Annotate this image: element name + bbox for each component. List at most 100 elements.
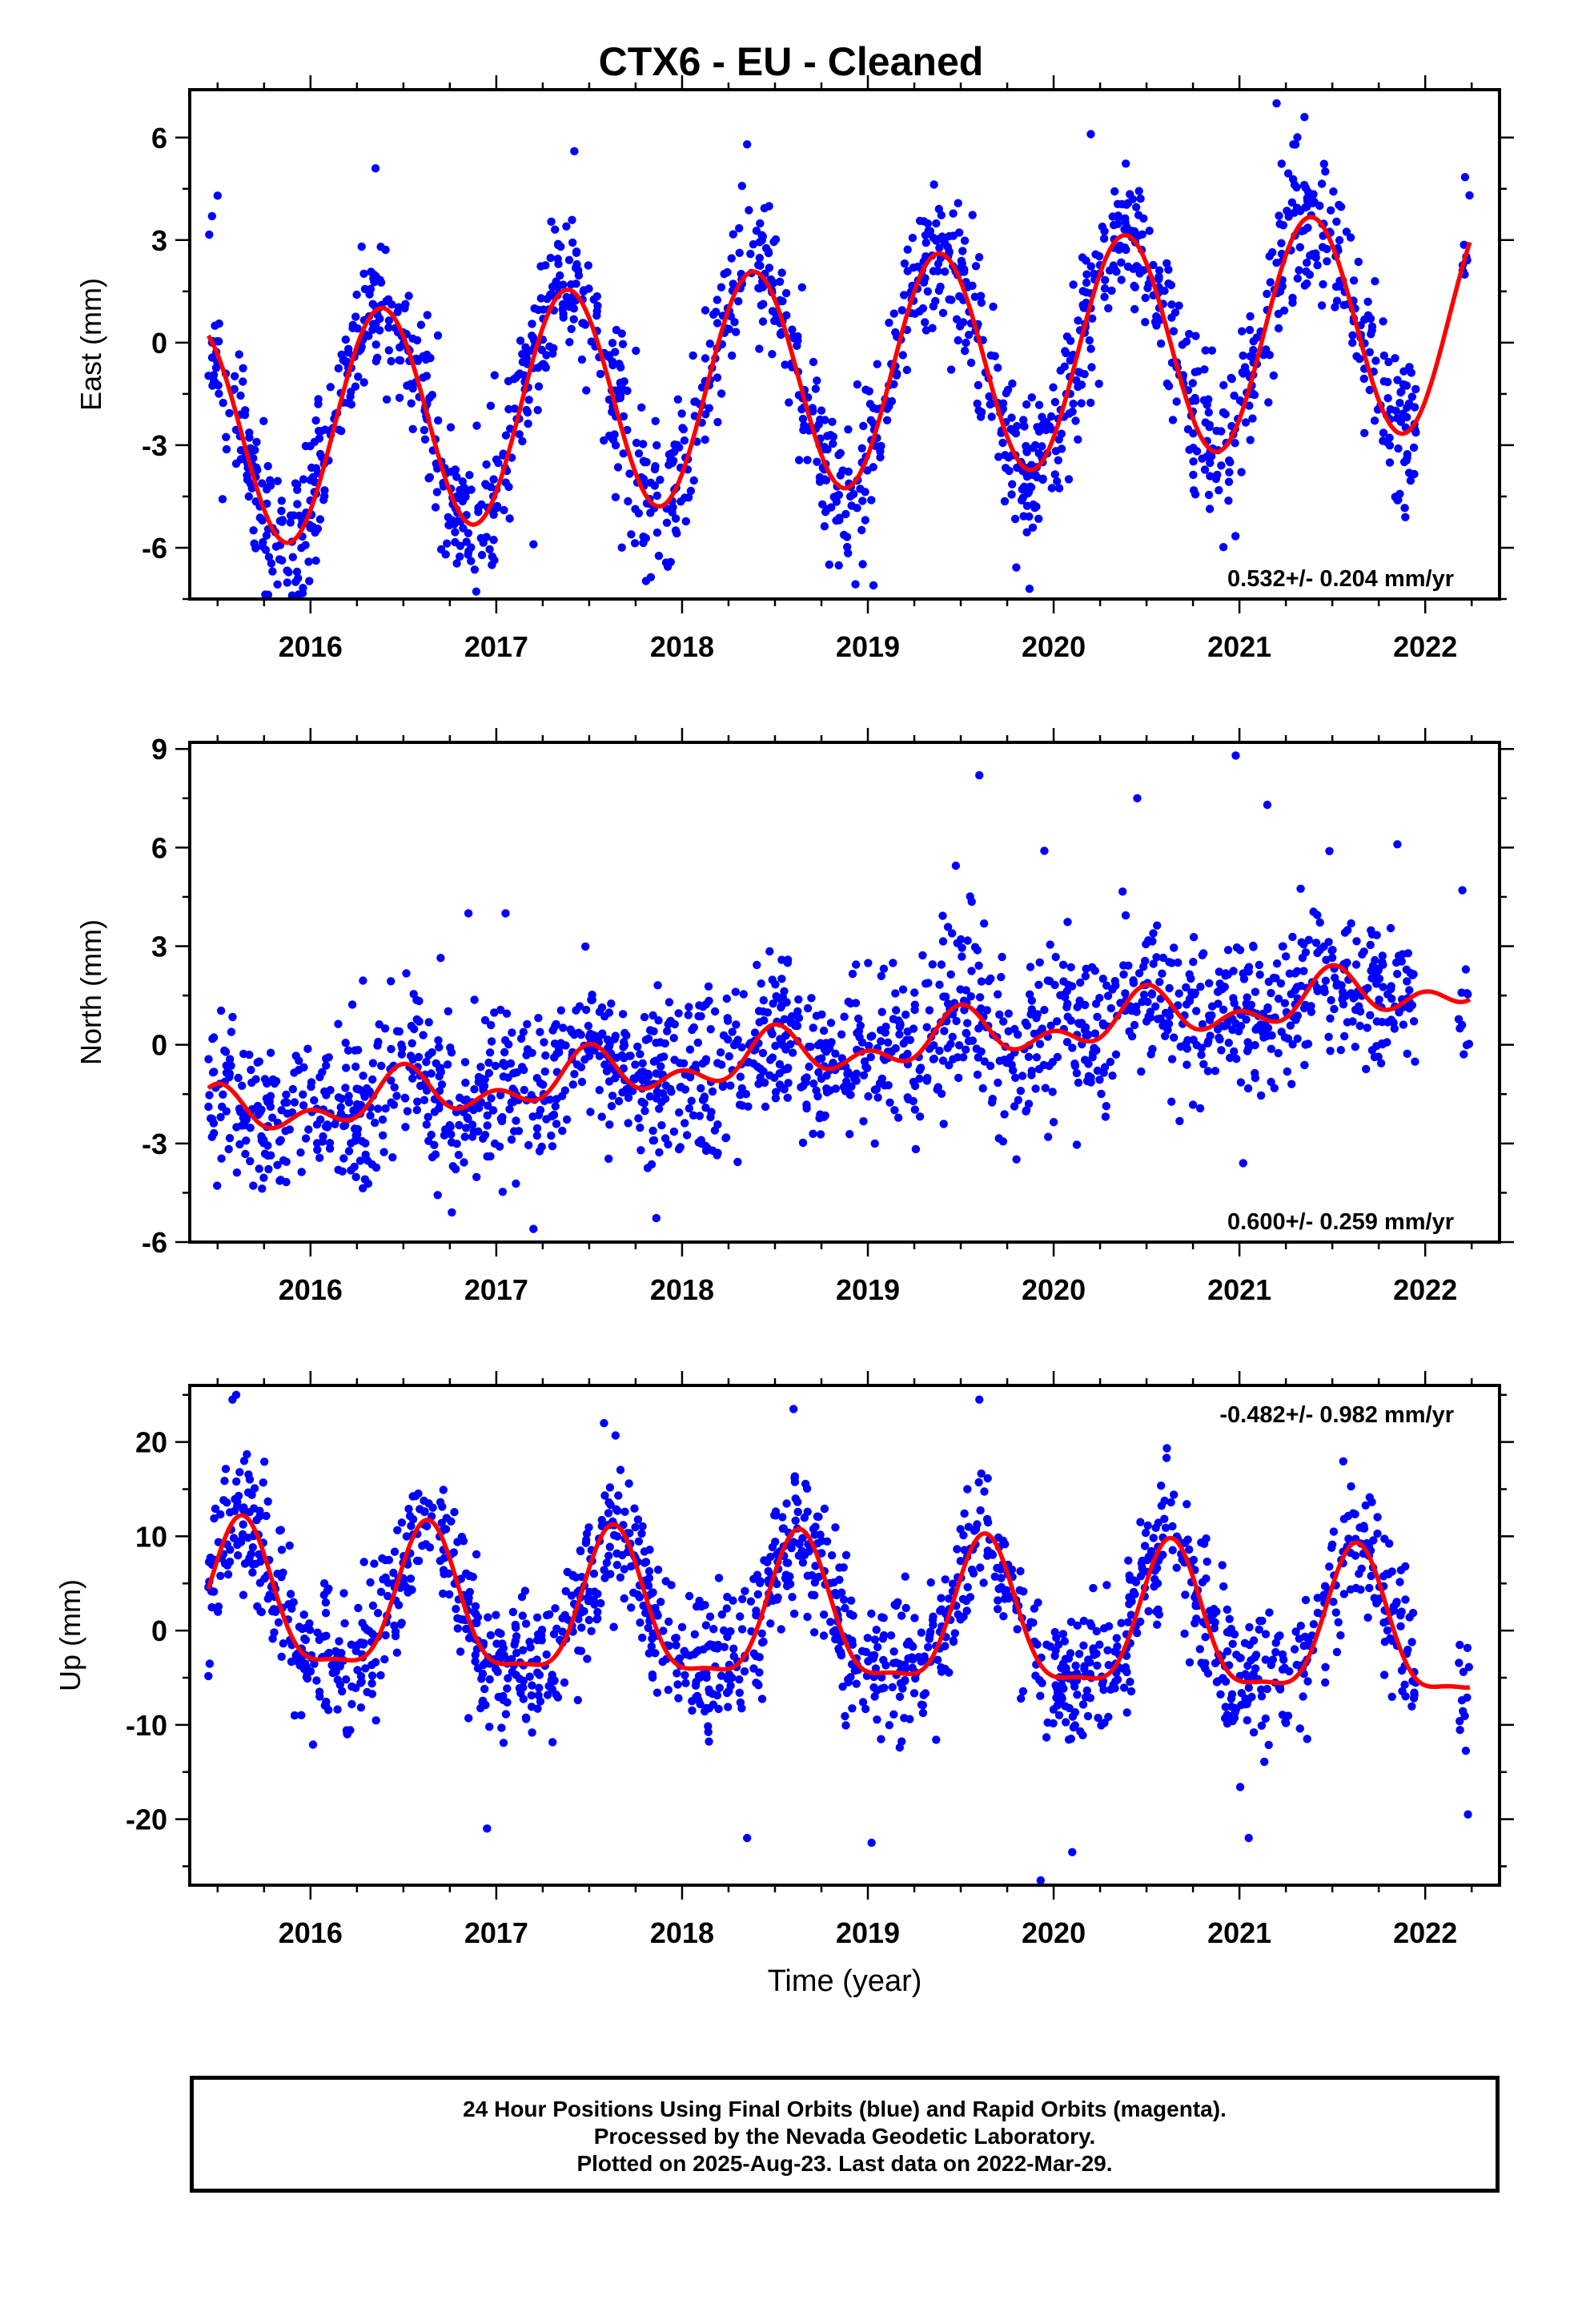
data-point [861,516,870,525]
data-point [890,1106,899,1115]
data-point [472,1172,481,1182]
data-point [315,515,325,524]
data-point [867,1609,876,1618]
data-point [938,1056,948,1065]
data-point [468,1132,477,1141]
data-point [607,1102,616,1111]
data-point [1030,440,1040,450]
data-point [733,1157,742,1167]
data-point [998,952,1006,962]
data-point [1398,950,1407,959]
x-tick-label: 2016 [279,1273,343,1306]
data-point [813,457,821,466]
data-point [729,1652,738,1661]
data-point [1274,994,1283,1003]
data-point [1022,528,1031,537]
data-point [852,960,861,969]
data-point [351,1172,360,1182]
data-point [1300,112,1309,122]
data-point [735,1675,744,1684]
data-point [246,1156,255,1166]
data-point [987,1098,997,1107]
data-point [636,1146,645,1155]
data-point [259,537,267,547]
data-point [1071,416,1080,425]
data-point [1293,274,1303,283]
data-point [783,1093,792,1103]
data-point [789,1609,799,1618]
data-point [503,1684,512,1693]
data-point [1291,1627,1300,1636]
data-point [564,255,574,264]
data-point [542,1115,551,1124]
data-point [211,1504,220,1514]
data-point [207,1602,216,1612]
data-point [644,1072,653,1081]
data-point [408,1514,418,1524]
data-point [451,537,460,547]
data-point [1366,1011,1375,1019]
data-point [387,356,396,366]
data-point [887,396,897,406]
rate-annotation: 0.600+/- 0.259 mm/yr [1227,1209,1454,1235]
data-point [1332,1647,1342,1657]
y-tick-label: 9 [151,733,167,766]
data-point [673,395,682,404]
data-point [525,1638,534,1647]
data-point [1401,1595,1410,1604]
data-point [676,1143,685,1152]
data-point [958,943,966,952]
data-point [608,339,617,348]
data-point [204,1671,213,1681]
data-point [1399,367,1408,376]
data-point [310,1096,319,1105]
data-point [1408,971,1417,980]
data-point [1197,1659,1206,1667]
data-point [381,1630,390,1640]
data-point [283,578,291,587]
data-point [829,1059,837,1068]
data-point [664,1686,673,1695]
data-point [1460,173,1470,182]
data-point [252,464,261,473]
plot-frame [188,88,1501,601]
data-point [725,1670,733,1679]
data-point [749,1664,758,1673]
data-point [960,265,969,274]
data-point [339,356,347,364]
data-point [568,1080,577,1089]
data-point [381,1104,390,1113]
data-point [1087,1622,1096,1630]
data-point [282,1090,291,1100]
data-point [634,509,643,518]
data-point [231,459,241,468]
data-point [451,528,460,537]
data-point [978,408,986,416]
data-point [1038,442,1046,451]
data-point [1191,988,1200,997]
data-point [1379,983,1387,991]
data-point [909,1077,918,1087]
data-point [647,1160,656,1169]
data-point [1143,1521,1152,1530]
data-point [1329,1527,1339,1536]
data-point [728,1027,737,1036]
data-point [1121,911,1130,920]
data-point [381,1555,390,1565]
data-point [993,1563,1002,1573]
data-point [255,1164,263,1173]
data-point [618,1088,627,1097]
data-point [636,1618,644,1627]
data-point [618,1010,628,1019]
data-point [614,1491,623,1500]
data-point [1277,159,1287,168]
data-point [1047,484,1057,493]
data-point [1032,502,1041,511]
data-point [341,1084,350,1092]
data-point [839,1595,849,1604]
data-point [396,1620,405,1629]
data-point [885,1098,894,1108]
data-point [495,1142,504,1152]
data-point [665,998,674,1007]
data-point [768,975,777,984]
